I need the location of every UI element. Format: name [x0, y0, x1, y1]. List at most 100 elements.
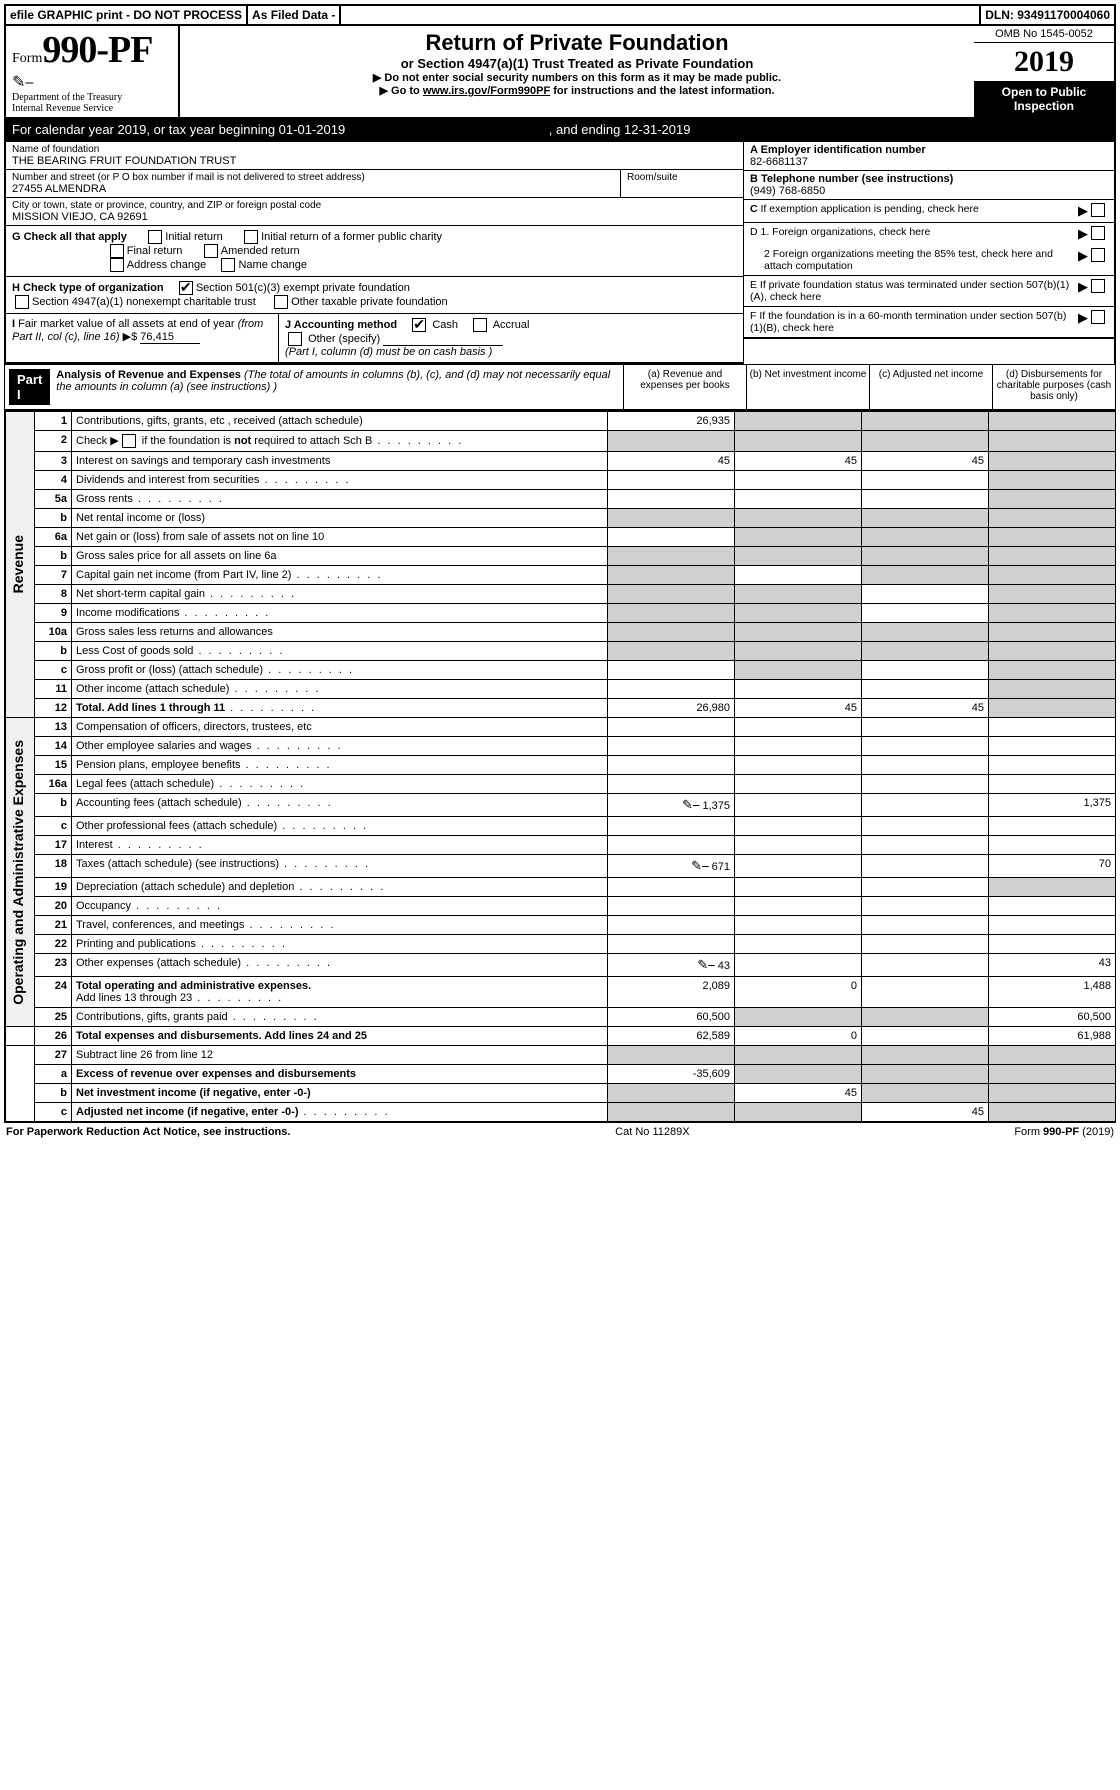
attach-icon[interactable]: ✎⎯ [697, 957, 714, 972]
attach-icon[interactable]: ✎⎯ [682, 797, 699, 812]
val-c: 45 [862, 452, 989, 471]
row-6b: bGross sales price for all assets on lin… [5, 547, 1116, 566]
foundation-name: THE BEARING FRUIT FOUNDATION TRUST [12, 155, 737, 167]
desc: Total. Add lines 1 through 11 [72, 699, 608, 718]
desc: Net short-term capital gain [72, 585, 608, 604]
d1-checkbox[interactable] [1091, 226, 1105, 240]
d2-checkbox[interactable] [1091, 248, 1105, 262]
row-8: 8Net short-term capital gain [5, 585, 1116, 604]
attach-icon[interactable]: ✎⎯ [691, 858, 708, 873]
f-text: F If the foundation is in a 60-month ter… [750, 310, 1078, 334]
note2-post: for instructions and the latest informat… [550, 85, 774, 97]
row-16a: 16aLegal fees (attach schedule) [5, 775, 1116, 794]
room-label: Room/suite [627, 172, 737, 183]
g-name-change-checkbox[interactable] [221, 258, 235, 272]
lineno: 8 [35, 585, 72, 604]
desc: Excess of revenue over expenses and disb… [72, 1065, 608, 1084]
g-label: G Check all that apply [12, 231, 127, 243]
part1-title: Analysis of Revenue and Expenses [56, 369, 241, 381]
row-15: 15Pension plans, employee benefits [5, 756, 1116, 775]
desc: Contributions, gifts, grants paid [72, 1008, 608, 1027]
h-opt-4947: Section 4947(a)(1) nonexempt charitable … [32, 296, 256, 308]
lineno: 5a [35, 490, 72, 509]
row-27b: bNet investment income (if negative, ent… [5, 1084, 1116, 1103]
row-19: 19Depreciation (attach schedule) and dep… [5, 878, 1116, 897]
g-opt-former: Initial return of a former public charit… [261, 231, 442, 243]
d1-text: D 1. Foreign organizations, check here [750, 226, 1078, 238]
lineno: 21 [35, 916, 72, 935]
expenses-sidelabel: Operating and Administrative Expenses [5, 718, 35, 1027]
val-a: 26,980 [608, 699, 735, 718]
g-amended-checkbox[interactable] [204, 244, 218, 258]
header-title-block: Return of Private Foundation or Section … [180, 26, 974, 117]
h-4947-checkbox[interactable] [15, 295, 29, 309]
section-j: J Accounting method Cash Accrual Other (… [279, 314, 743, 362]
as-filed: As Filed Data - [248, 6, 341, 24]
footer-left: For Paperwork Reduction Act Notice, see … [6, 1126, 290, 1138]
row-1: Revenue 1 Contributions, gifts, grants, … [5, 412, 1116, 431]
r2-end: required to attach Sch B [251, 435, 372, 447]
h-label: H Check type of organization [12, 282, 164, 294]
row-12: 12Total. Add lines 1 through 1126,980454… [5, 699, 1116, 718]
desc: Income modifications [72, 604, 608, 623]
h-opt-501c3: Section 501(c)(3) exempt private foundat… [196, 282, 410, 294]
val-d: 61,988 [989, 1027, 1116, 1046]
j-accrual-checkbox[interactable] [473, 318, 487, 332]
e-checkbox[interactable] [1091, 279, 1105, 293]
row-2: 2 Check ▶ if the foundation is not requi… [5, 431, 1116, 452]
topbar-spacer [341, 6, 981, 24]
g-final-return-checkbox[interactable] [110, 244, 124, 258]
irs-link[interactable]: www.irs.gov/Form990PF [423, 85, 550, 97]
desc: Adjusted net income (if negative, enter … [72, 1103, 608, 1122]
c-checkbox[interactable] [1091, 203, 1105, 217]
phone-value: (949) 768-6850 [750, 185, 1108, 197]
desc: Net rental income or (loss) [72, 509, 608, 528]
r2-bold: not [234, 435, 251, 447]
h-501c3-checkbox[interactable] [179, 281, 193, 295]
h-other-checkbox[interactable] [274, 295, 288, 309]
val-d [989, 412, 1116, 431]
section-c: C If exemption application is pending, c… [744, 200, 1114, 223]
row-24: 24Total operating and administrative exp… [5, 977, 1116, 1008]
arrow-icon: ▶ [1078, 226, 1088, 242]
calyear-begin: 01-01-2019 [279, 122, 346, 137]
arrow-icon: ▶ [1078, 248, 1088, 264]
row-16c: cOther professional fees (attach schedul… [5, 817, 1116, 836]
j-other-checkbox[interactable] [288, 332, 302, 346]
f-checkbox[interactable] [1091, 310, 1105, 324]
tax-year: 2019 [974, 43, 1114, 81]
lineno: 26 [35, 1027, 72, 1046]
g-initial-former-checkbox[interactable] [244, 230, 258, 244]
schb-checkbox[interactable] [122, 434, 136, 448]
address-row: Number and street (or P O box number if … [6, 170, 743, 198]
desc: Interest [72, 836, 608, 855]
form-note-2: ▶ Go to www.irs.gov/Form990PF for instru… [184, 84, 970, 97]
g-initial-return-checkbox[interactable] [148, 230, 162, 244]
j-cash: Cash [432, 319, 458, 331]
calyear-end: 12-31-2019 [624, 122, 691, 137]
row-10b: bLess Cost of goods sold [5, 642, 1116, 661]
ein-cell: A Employer identification number 82-6681… [744, 142, 1114, 171]
desc: Check ▶ if the foundation is not require… [72, 431, 608, 452]
dln-label: DLN: [985, 8, 1014, 22]
lineno: 27 [35, 1046, 72, 1065]
val-a: ✎⎯ 671 [608, 855, 735, 878]
city-label: City or town, state or province, country… [12, 200, 737, 211]
j-cash-checkbox[interactable] [412, 318, 426, 332]
g-address-change-checkbox[interactable] [110, 258, 124, 272]
part1-label: Part I [9, 369, 50, 405]
val-c: 45 [862, 699, 989, 718]
desc: Taxes (attach schedule) (see instruction… [72, 855, 608, 878]
part1-table: Revenue 1 Contributions, gifts, grants, … [4, 411, 1116, 1122]
val-d: 1,488 [989, 977, 1116, 1008]
g-opt-initial: Initial return [165, 231, 222, 243]
lineno: 10a [35, 623, 72, 642]
addr-label: Number and street (or P O box number if … [12, 172, 614, 183]
lineno: 25 [35, 1008, 72, 1027]
section-e: E If private foundation status was termi… [744, 276, 1114, 307]
section-d2: 2 Foreign organizations meeting the 85% … [744, 245, 1114, 276]
phone-cell: B Telephone number (see instructions) (9… [744, 171, 1114, 200]
h-opt-other: Other taxable private foundation [291, 296, 448, 308]
street-cell: Number and street (or P O box number if … [6, 170, 621, 197]
lineno: 15 [35, 756, 72, 775]
